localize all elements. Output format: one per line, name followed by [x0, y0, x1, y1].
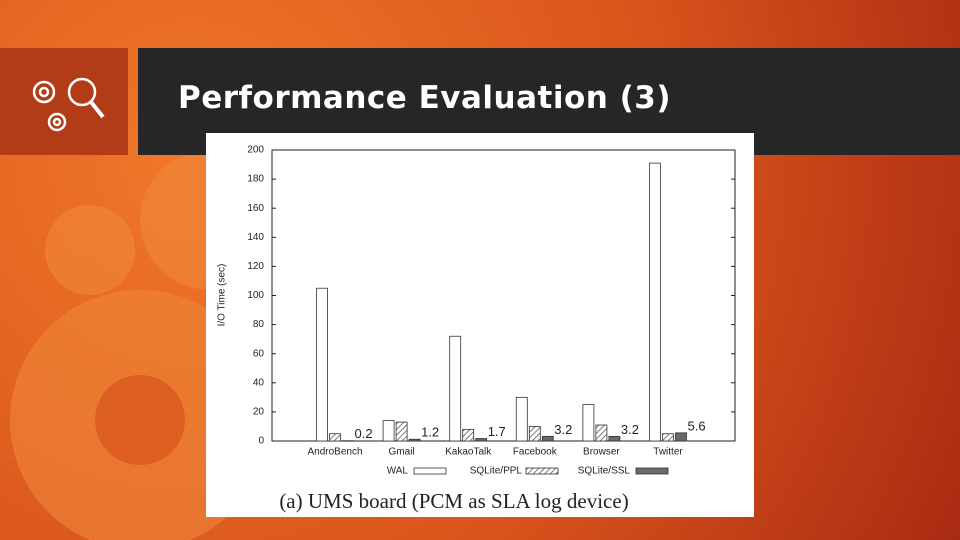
data-label: 0.2 — [355, 426, 373, 441]
bar — [382, 420, 395, 442]
y-tick-label: 140 — [247, 232, 264, 243]
chart: I/O Time (sec) (a) UMS board (PCM as SLA… — [206, 133, 754, 517]
bar — [475, 438, 488, 442]
legend-swatch — [413, 467, 447, 475]
bar — [329, 433, 341, 442]
x-tick-label: Facebook — [513, 447, 558, 458]
bar — [395, 421, 408, 442]
y-axis-label: I/O Time (sec) — [217, 264, 228, 327]
bar — [528, 426, 541, 442]
slide-title: Performance Evaluation (3) — [178, 80, 672, 116]
bar — [675, 432, 687, 442]
y-tick-label: 80 — [253, 319, 265, 330]
data-label: 3.2 — [621, 422, 639, 437]
y-tick-label: 0 — [258, 436, 264, 447]
bar — [449, 335, 462, 442]
y-tick-label: 100 — [247, 290, 264, 301]
x-tick-label: Twitter — [653, 447, 683, 458]
data-label: 1.2 — [421, 425, 439, 440]
legend-swatch — [635, 467, 669, 475]
y-tick-label: 200 — [247, 145, 264, 156]
legend-label: SQLite/PPL — [470, 466, 523, 477]
y-tick-label: 40 — [253, 377, 265, 388]
y-tick-label: 180 — [247, 174, 264, 185]
bar — [408, 438, 421, 442]
y-tick-label: 20 — [253, 407, 265, 418]
chart-caption: (a) UMS board (PCM as SLA log device) — [279, 489, 628, 513]
x-tick-label: AndroBench — [307, 447, 362, 458]
bar — [582, 404, 595, 442]
legend-label: SQLite/SSL — [578, 466, 631, 477]
x-tick-label: Browser — [583, 447, 620, 458]
y-tick-label: 160 — [247, 203, 264, 214]
legend-label: WAL — [387, 466, 409, 477]
data-label: 3.2 — [554, 422, 572, 437]
y-tick-label: 120 — [247, 261, 264, 272]
bar — [608, 435, 621, 442]
x-tick-label: Gmail — [389, 447, 415, 458]
bar — [342, 440, 354, 442]
bar — [541, 435, 554, 442]
bar — [515, 396, 528, 442]
bar — [462, 428, 475, 442]
bar — [662, 433, 674, 442]
data-label: 1.7 — [488, 424, 506, 439]
bar — [595, 424, 608, 442]
plot-frame — [271, 149, 736, 442]
legend-swatch — [525, 467, 559, 475]
bar — [316, 287, 328, 442]
y-tick-label: 60 — [253, 348, 265, 359]
x-tick-label: KakaoTalk — [445, 447, 492, 458]
bar — [649, 162, 661, 442]
data-label: 5.6 — [688, 418, 706, 433]
